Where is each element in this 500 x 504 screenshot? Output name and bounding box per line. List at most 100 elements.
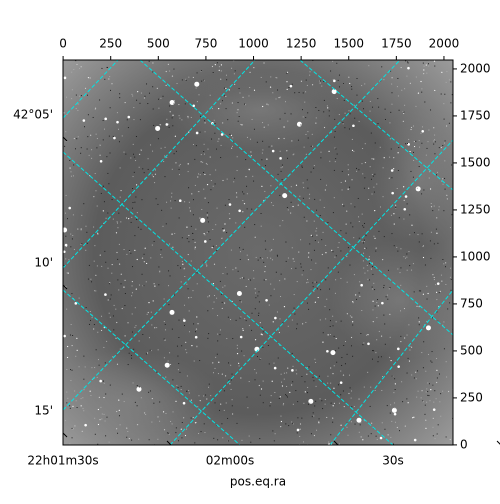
noise [438,373,440,375]
noise [422,245,424,247]
star [389,313,391,315]
noise [316,281,318,283]
noise [394,421,396,423]
star [441,280,443,282]
noise [308,308,310,310]
noise [412,125,414,127]
noise [95,190,97,192]
grid-line [63,60,119,119]
noise [200,70,202,72]
noise [313,290,315,292]
star [318,421,320,423]
y-tick-label: 1500 [460,155,491,169]
star [313,434,316,437]
star [154,173,157,175]
noise [156,327,158,329]
noise [255,372,257,374]
star [220,403,222,405]
noise [173,68,175,70]
noise [270,283,272,285]
star [367,342,370,346]
noise [153,124,155,126]
noise [347,247,349,249]
noise [172,379,174,381]
noise [66,402,68,404]
noise [86,148,88,150]
star [242,329,244,331]
noise [407,357,409,359]
noise [333,169,335,171]
noise [451,214,453,216]
noise [164,323,166,325]
star [236,291,242,297]
noise [413,291,415,293]
noise [291,247,293,249]
star [164,339,166,341]
noise [287,396,289,398]
noise [436,433,438,435]
noise [320,151,322,153]
noise [322,231,324,233]
noise [285,101,287,103]
noise [95,349,97,351]
noise [426,320,428,322]
noise [257,295,259,297]
noise [222,100,224,102]
noise [359,281,361,283]
noise [163,161,165,163]
noise [246,193,248,195]
noise [119,93,121,95]
noise [338,347,340,349]
noise [66,272,68,274]
star [359,295,361,298]
star [348,392,350,395]
noise [209,239,211,241]
star [440,146,442,149]
noise [354,423,356,425]
noise [192,144,194,146]
noise [310,145,312,147]
noise [96,138,98,140]
noise [345,341,347,343]
noise [379,146,381,148]
noise [341,364,343,366]
noise [220,70,222,72]
noise [286,372,288,374]
noise [431,361,433,363]
noise [119,97,121,99]
noise [232,338,234,340]
noise [274,392,276,394]
noise [168,433,170,435]
noise [216,62,218,64]
noise [164,146,166,148]
star [364,247,366,249]
noise [259,257,261,259]
noise [239,259,241,261]
noise [169,352,171,354]
noise [160,124,162,126]
noise [404,88,406,90]
noise [228,379,230,381]
star [250,151,252,153]
noise [406,203,408,205]
noise [153,240,155,242]
noise [254,308,256,310]
star [411,224,413,226]
noise [102,185,104,187]
noise [131,331,133,333]
noise [428,129,430,131]
noise [260,358,262,360]
star [128,437,130,440]
noise [199,360,201,362]
star [199,400,201,402]
star [264,265,266,268]
noise [421,88,423,90]
dec-tick [62,432,68,438]
noise [83,378,85,380]
star [332,373,334,375]
noise [232,137,234,139]
noise [280,273,282,275]
noise [164,176,166,178]
star [352,124,355,128]
noise [94,173,96,175]
